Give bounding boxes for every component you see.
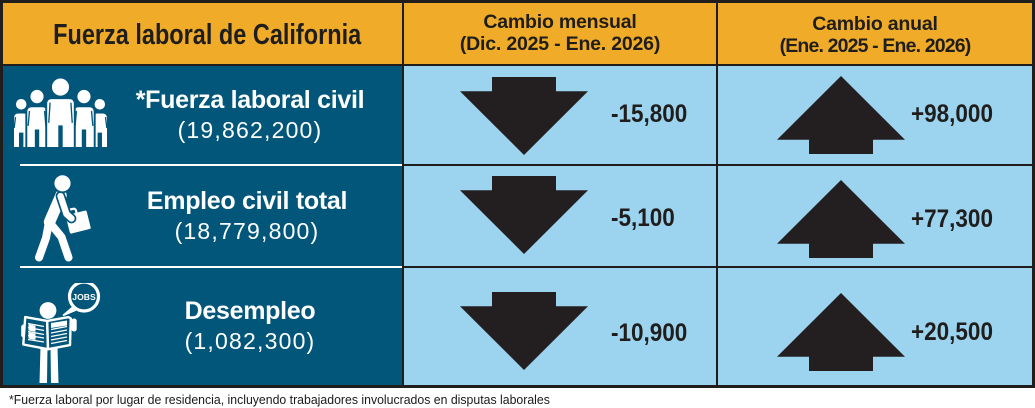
svg-text:JOBS: JOBS — [72, 292, 96, 302]
